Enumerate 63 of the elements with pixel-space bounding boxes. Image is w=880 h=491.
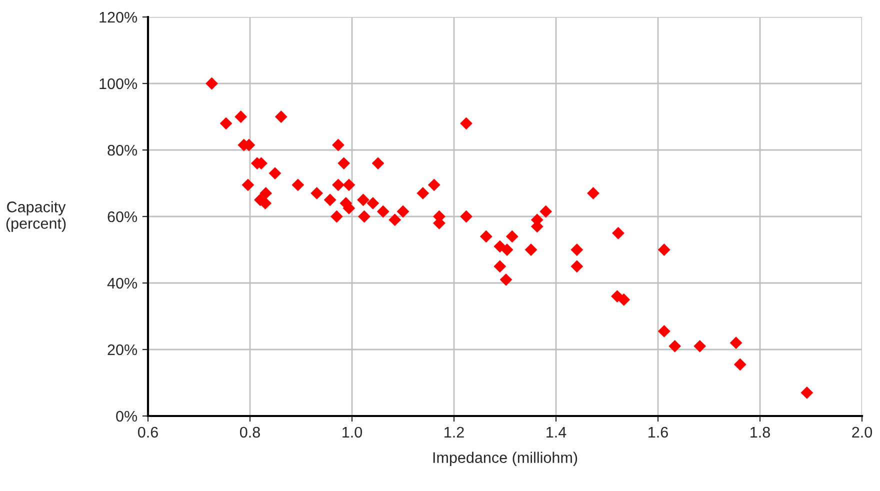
point bbox=[242, 178, 254, 192]
point bbox=[332, 178, 344, 192]
point bbox=[524, 244, 538, 256]
point bbox=[730, 336, 742, 350]
y-axis-title: Capacity (percent) bbox=[6, 201, 66, 232]
point bbox=[587, 187, 600, 200]
point bbox=[428, 178, 440, 192]
point bbox=[338, 157, 350, 170]
x-tick-label: 2.0 bbox=[852, 426, 872, 438]
point bbox=[480, 230, 492, 243]
x-tick-label: 0.8 bbox=[240, 426, 260, 438]
point bbox=[396, 205, 410, 218]
x-axis-title: Impedance (milliohm) bbox=[433, 452, 578, 466]
y-tick-label: 120% bbox=[100, 12, 138, 23]
point bbox=[342, 178, 356, 192]
point bbox=[358, 210, 370, 223]
point bbox=[658, 325, 670, 338]
x-tick-label: 1.6 bbox=[648, 426, 668, 438]
point bbox=[460, 210, 472, 223]
point bbox=[206, 77, 218, 90]
point bbox=[540, 205, 552, 218]
point bbox=[416, 187, 430, 200]
x-tick-label: 1.2 bbox=[444, 426, 464, 438]
point bbox=[372, 157, 384, 170]
point bbox=[734, 358, 746, 371]
point bbox=[324, 194, 336, 206]
point bbox=[500, 273, 512, 286]
point bbox=[274, 110, 288, 123]
point bbox=[366, 196, 380, 210]
point bbox=[570, 260, 584, 273]
y-tick-label: 60% bbox=[108, 211, 138, 222]
x-tick-label: 1.8 bbox=[750, 426, 770, 438]
y-tick-label: 80% bbox=[108, 144, 138, 156]
point bbox=[310, 187, 324, 200]
y-tick-label: 0% bbox=[116, 410, 138, 422]
point bbox=[612, 226, 624, 240]
point bbox=[500, 244, 514, 256]
point bbox=[694, 340, 706, 352]
point bbox=[268, 167, 282, 180]
y-tick-label: 20% bbox=[108, 344, 138, 356]
point bbox=[332, 138, 344, 152]
y-tick-label: 100% bbox=[100, 78, 138, 90]
x-tick-label: 0.6 bbox=[138, 426, 158, 438]
point bbox=[494, 240, 506, 253]
point bbox=[494, 260, 506, 273]
point bbox=[376, 205, 390, 218]
point bbox=[292, 178, 304, 192]
point bbox=[570, 244, 584, 256]
point bbox=[668, 340, 682, 352]
point bbox=[506, 230, 518, 243]
point bbox=[658, 244, 670, 256]
point bbox=[220, 117, 232, 130]
point bbox=[388, 214, 402, 226]
point bbox=[357, 194, 370, 206]
point bbox=[800, 386, 814, 399]
point bbox=[260, 187, 272, 200]
x-tick-label: 1.0 bbox=[342, 426, 362, 438]
point bbox=[234, 110, 248, 123]
y-tick-label: 40% bbox=[107, 278, 138, 289]
point bbox=[460, 117, 472, 130]
point bbox=[330, 210, 343, 223]
point bbox=[618, 293, 630, 306]
x-tick-label: 1.4 bbox=[546, 426, 566, 438]
